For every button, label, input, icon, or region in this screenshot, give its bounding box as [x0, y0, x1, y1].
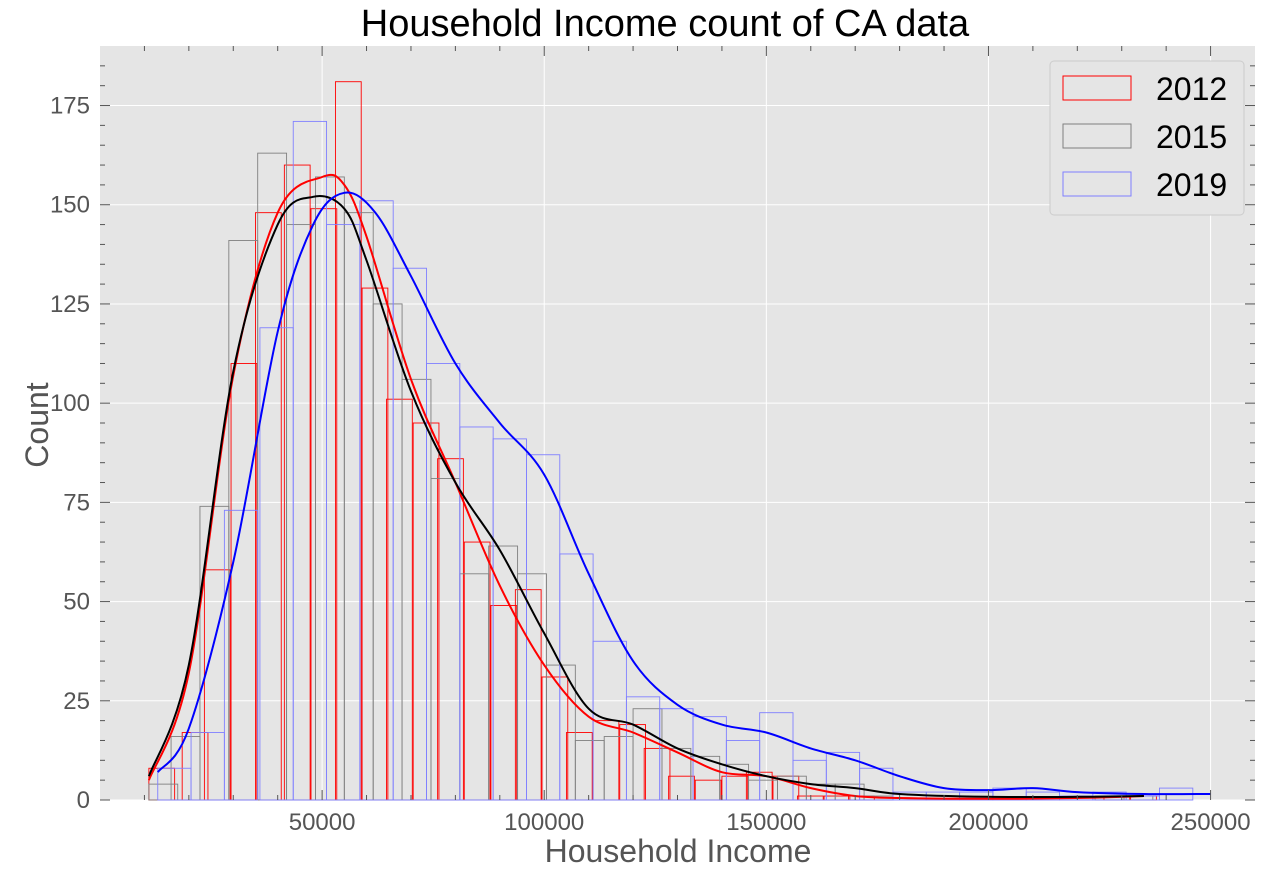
legend-label-2012: 2012 [1156, 71, 1227, 107]
legend-swatch-2019 [1062, 171, 1132, 197]
y-tick-label: 0 [77, 787, 90, 814]
bar [759, 712, 794, 801]
legend: 2012 2015 2019 [1049, 60, 1245, 216]
y-axis-label: Count [19, 382, 55, 468]
y-tick-label: 50 [63, 589, 90, 616]
y-tick-label: 25 [63, 688, 90, 715]
x-tick-label: 250000 [1171, 809, 1251, 836]
kde-curve-2012 [147, 173, 1144, 800]
chart-title: Household Income count of CA data [361, 3, 970, 45]
x-axis-label: Household Income [545, 833, 812, 869]
x-tick-label: 150000 [726, 809, 806, 836]
kde-curve-2019 [156, 191, 1211, 796]
grid-lines [100, 46, 1255, 801]
y-tick-label: 75 [63, 489, 90, 516]
tick-labels: 50000 100000 150000 200000 250000 0 25 50 75 100 1… [50, 93, 1251, 836]
x-tick-label: 100000 [504, 809, 584, 836]
legend-swatch-2012 [1062, 75, 1132, 101]
kde-curves [147, 173, 1211, 800]
legend-label-2015: 2015 [1156, 119, 1227, 155]
legend-swatch-2015 [1062, 123, 1132, 149]
legend-label-2019: 2019 [1156, 167, 1227, 203]
axis-ticks [100, 46, 1255, 801]
x-tick-label: 50000 [289, 809, 356, 836]
y-tick-label: 175 [50, 93, 90, 120]
y-tick-label: 125 [50, 291, 90, 318]
x-tick-label: 200000 [948, 809, 1028, 836]
y-tick-label: 100 [50, 390, 90, 417]
kde-curve-2015 [147, 195, 1144, 799]
y-tick-label: 150 [50, 192, 90, 219]
bar [223, 509, 259, 801]
